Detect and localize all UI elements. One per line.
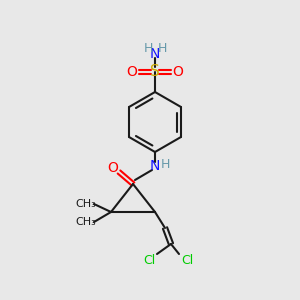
Text: H: H — [157, 43, 167, 56]
Text: CH₃: CH₃ — [76, 217, 96, 227]
Text: CH₃: CH₃ — [76, 199, 96, 209]
Text: H: H — [143, 43, 153, 56]
Text: H: H — [160, 158, 170, 170]
Text: S: S — [150, 64, 160, 80]
Text: O: O — [108, 161, 118, 175]
Text: Cl: Cl — [143, 254, 155, 266]
Text: N: N — [150, 47, 160, 61]
Text: Cl: Cl — [181, 254, 193, 266]
Text: O: O — [172, 65, 183, 79]
Text: O: O — [127, 65, 137, 79]
Text: N: N — [150, 159, 160, 173]
